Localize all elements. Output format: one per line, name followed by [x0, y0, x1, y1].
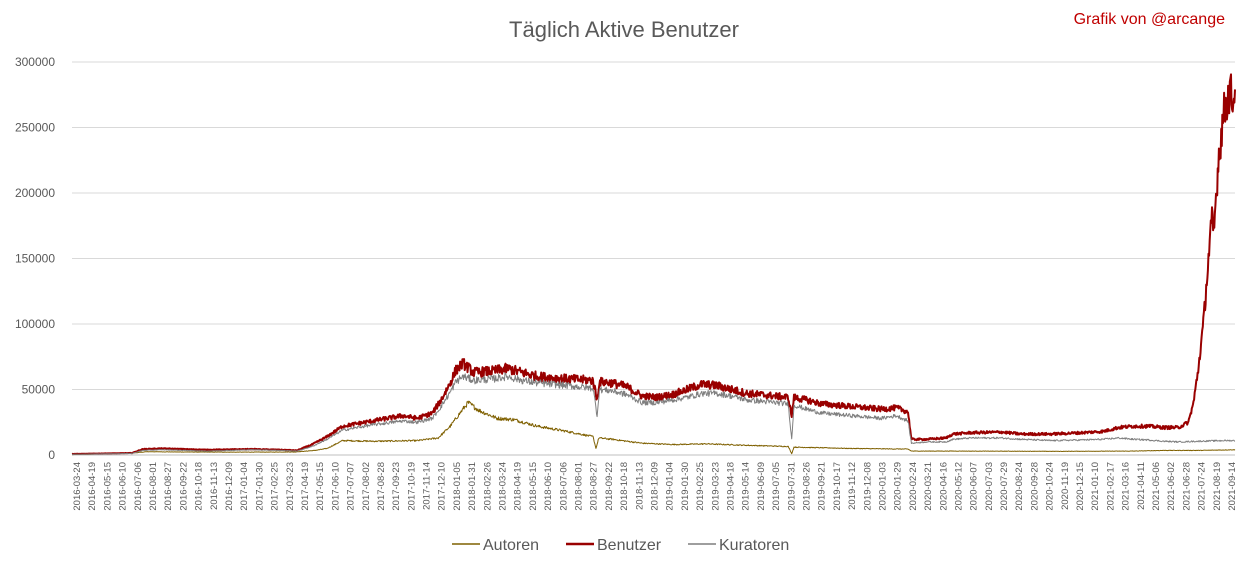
x-tick-label: 2020-06-07: [969, 462, 980, 511]
x-tick-label: 2021-06-02: [1166, 462, 1177, 511]
x-tick-label: 2020-01-29: [893, 462, 904, 511]
x-tick-label: 2016-08-01: [148, 462, 159, 511]
x-tick-label: 2020-08-24: [1014, 462, 1025, 511]
x-tick-label: 2019-07-31: [786, 462, 797, 511]
x-tick-label: 2017-11-14: [422, 462, 433, 510]
x-tick-label: 2020-09-28: [1029, 462, 1040, 511]
x-tick-label: 2019-10-17: [832, 462, 843, 511]
x-tick-label: 2019-12-08: [862, 462, 873, 511]
x-tick-label: 2020-01-03: [877, 462, 888, 511]
x-tick-label: 2020-07-03: [984, 462, 995, 511]
x-tick-label: 2017-05-15: [315, 462, 326, 511]
x-tick-label: 2018-01-31: [467, 462, 478, 511]
x-tick-label: 2020-04-16: [938, 462, 949, 511]
y-tick-label: 50000: [22, 383, 56, 397]
x-tick-label: 2021-02-17: [1105, 462, 1116, 511]
x-tick-label: 2018-08-27: [589, 462, 600, 511]
x-tick-label: 2019-01-04: [665, 462, 676, 511]
x-tick-label: 2017-01-30: [254, 462, 265, 511]
legend: Autoren Benutzer Kuratoren: [452, 537, 789, 554]
x-tick-label: 2018-09-22: [604, 462, 615, 511]
series-line-autoren: [72, 400, 1236, 456]
x-tick-label: 2016-12-09: [224, 462, 235, 511]
x-tick-label: 2016-09-22: [178, 462, 189, 511]
x-tick-label: 2020-03-21: [923, 462, 934, 511]
legend-label-autoren: Autoren: [483, 537, 539, 554]
x-tick-label: 2017-04-19: [300, 462, 311, 511]
x-tick-label: 2017-07-07: [346, 462, 357, 511]
x-tick-label: 2017-03-23: [285, 462, 296, 511]
series-line-benutzer: [71, 73, 1236, 455]
series-lines: [71, 73, 1236, 456]
x-tick-label: 2018-04-19: [513, 462, 524, 511]
x-tick-label: 2017-02-25: [270, 462, 281, 511]
y-tick-label: 300000: [15, 55, 55, 69]
x-tick-label: 2019-07-05: [771, 462, 782, 511]
x-tick-label: 2020-05-12: [953, 462, 964, 511]
x-tick-label: 2019-11-12: [847, 462, 858, 510]
x-tick-label: 2016-07-06: [133, 462, 144, 511]
chart-credit: Grafik von @arcange: [1074, 11, 1226, 28]
x-tick-label: 2018-10-18: [619, 462, 630, 511]
x-tick-label: 2017-01-04: [239, 462, 250, 511]
x-tick-label: 2018-03-24: [498, 462, 509, 511]
x-tick-label: 2016-04-19: [87, 462, 98, 511]
x-tick-label: 2019-08-26: [801, 462, 812, 511]
x-tick-label: 2021-09-14: [1227, 462, 1238, 511]
series-line-kuratoren: [71, 372, 1236, 455]
x-tick-label: 2020-12-15: [1075, 462, 1086, 511]
x-tick-label: 2021-04-11: [1136, 462, 1147, 510]
x-tick-label: 2016-10-18: [194, 462, 205, 511]
x-tick-label: 2018-07-06: [558, 462, 569, 511]
x-tick-label: 2018-01-05: [452, 462, 463, 511]
x-tick-label: 2020-11-19: [1060, 462, 1071, 510]
x-tick-label: 2019-03-23: [710, 462, 721, 511]
x-tick-label: 2016-03-24: [72, 462, 83, 511]
x-tick-label: 2016-11-13: [209, 462, 220, 510]
x-tick-label: 2019-05-14: [741, 462, 752, 511]
legend-label-benutzer: Benutzer: [597, 537, 662, 554]
y-axis-tick-labels: 0 50000 100000 150000 200000 250000 300000: [15, 55, 55, 462]
x-tick-label: 2016-05-15: [102, 462, 113, 511]
x-tick-label: 2018-08-01: [574, 462, 585, 511]
x-tick-label: 2017-06-10: [330, 462, 341, 511]
gridlines: [72, 61, 1235, 390]
x-tick-label: 2021-03-16: [1121, 462, 1132, 511]
x-tick-label: 2017-10-19: [406, 462, 417, 511]
x-tick-label: 2018-02-26: [482, 462, 493, 511]
x-tick-label: 2021-01-10: [1090, 462, 1101, 511]
x-tick-label: 2017-09-23: [391, 462, 402, 511]
x-tick-label: 2020-02-24: [908, 462, 919, 511]
y-tick-label: 150000: [15, 252, 55, 266]
x-tick-label: 2017-08-28: [376, 462, 387, 511]
x-tick-label: 2020-07-29: [999, 462, 1010, 511]
y-tick-label: 250000: [15, 121, 55, 135]
x-tick-label: 2019-06-09: [756, 462, 767, 511]
x-tick-label: 2021-08-19: [1212, 462, 1223, 511]
x-tick-label: 2018-05-15: [528, 462, 539, 511]
y-tick-label: 0: [48, 448, 55, 462]
x-tick-label: 2021-07-24: [1197, 462, 1208, 511]
legend-label-kuratoren: Kuratoren: [719, 537, 789, 554]
x-axis-tick-labels: 2016-03-24 2016-04-19 2016-05-15 2016-06-10…: [72, 462, 1238, 511]
x-tick-label: 2018-06-10: [543, 462, 554, 511]
x-tick-label: 2018-11-13: [634, 462, 645, 510]
x-tick-label: 2016-06-10: [118, 462, 129, 511]
x-tick-label: 2018-12-09: [650, 462, 661, 511]
x-tick-label: 2019-02-25: [695, 462, 706, 511]
x-tick-label: 2019-04-18: [725, 462, 736, 511]
y-tick-label: 200000: [15, 186, 55, 200]
x-tick-label: 2019-09-21: [817, 462, 828, 511]
y-tick-label: 100000: [15, 317, 55, 331]
x-tick-label: 2020-10-24: [1045, 462, 1056, 511]
x-tick-label: 2021-06-28: [1181, 462, 1192, 511]
chart-title: Täglich Aktive Benutzer: [509, 17, 739, 42]
x-tick-label: 2016-08-27: [163, 462, 174, 511]
x-tick-label: 2017-08-02: [361, 462, 372, 511]
x-tick-label: 2019-01-30: [680, 462, 691, 511]
x-tick-label: 2017-12-10: [437, 462, 448, 511]
x-tick-label: 2021-05-06: [1151, 462, 1162, 511]
